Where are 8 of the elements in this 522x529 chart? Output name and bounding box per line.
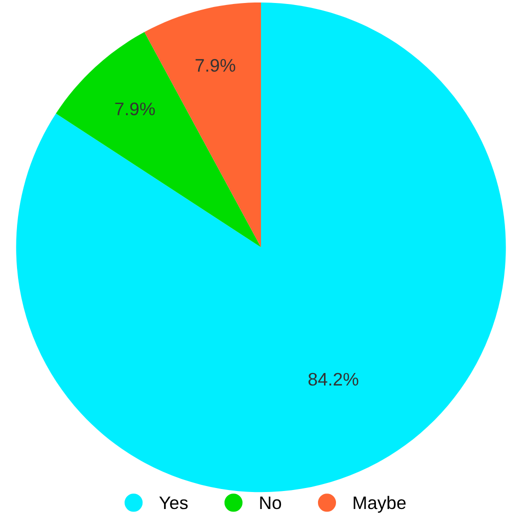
- data-label: 7.9%: [196, 58, 236, 72]
- data-label: 7.9%: [115, 102, 155, 116]
- legend-label: No: [260, 496, 282, 510]
- data-label: 84.2%: [308, 372, 358, 386]
- legend-label: Maybe: [354, 496, 406, 513]
- pie-slice: [56, 32, 261, 248]
- legend-label: Yes: [159, 496, 188, 510]
- pie-slice: [16, 2, 506, 492]
